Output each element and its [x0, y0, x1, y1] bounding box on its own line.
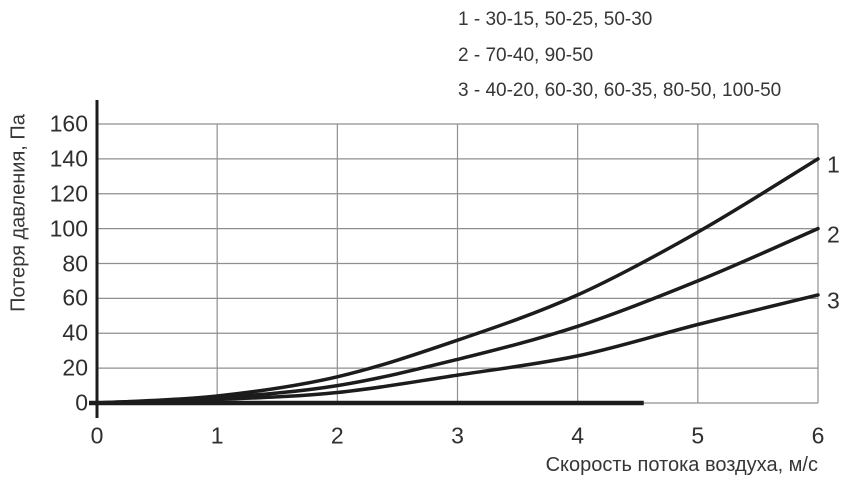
x-tick-label-3: 3 [451, 422, 464, 449]
x-axis-title: Скорость потока воздуха, м/с [545, 454, 818, 476]
x-tick-label-1: 1 [210, 422, 224, 449]
curve-end-label-1: 1 [827, 151, 840, 178]
y-tick-label-60: 60 [62, 284, 88, 311]
x-tick-label-6: 6 [811, 422, 825, 449]
y-tick-label-100: 100 [49, 215, 88, 242]
x-tick-label-4: 4 [571, 422, 585, 449]
x-tick-label-5: 5 [691, 422, 705, 449]
legend-line-1: 1 - 30-15, 50-25, 50-30 [458, 9, 653, 30]
y-tick-label-80: 80 [62, 250, 88, 276]
y-tick-label-160: 160 [49, 110, 88, 137]
chart-legend: 1 - 30-15, 50-25, 50-30 2 - 70-40, 90-50… [458, 2, 781, 109]
curve-end-label-2: 2 [827, 221, 840, 248]
x-tick-label-0: 0 [90, 422, 104, 449]
legend-line-2: 2 - 70-40, 90-50 [458, 44, 594, 66]
y-tick-label-40: 40 [62, 319, 88, 346]
y-tick-label-0: 0 [75, 389, 88, 416]
y-tick-label-20: 20 [62, 354, 88, 381]
curve-end-label-3: 3 [827, 287, 840, 314]
legend-line-3: 3 - 40-20, 60-30, 60-35, 80-50, 100-50 [458, 80, 782, 101]
curve-3 [95, 293, 820, 405]
x-tick-label-2: 2 [330, 422, 344, 449]
y-tick-label-140: 140 [49, 145, 88, 172]
curve-1 [95, 157, 820, 405]
y-tick-label-120: 120 [49, 180, 88, 207]
